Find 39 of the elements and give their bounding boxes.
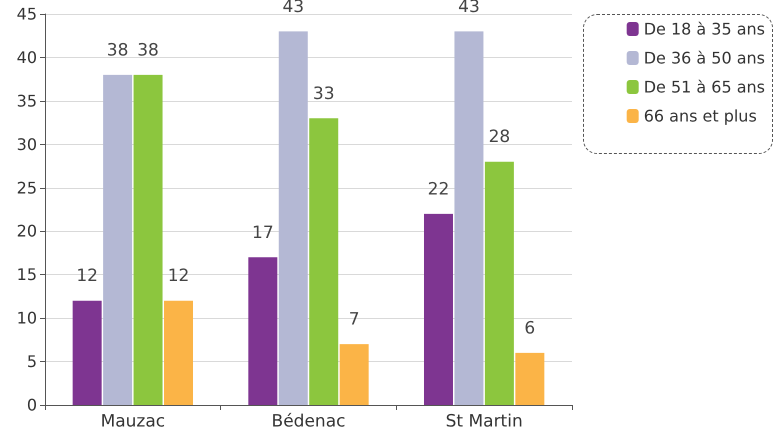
legend-label: De 18 à 35 ans xyxy=(644,20,765,38)
bar xyxy=(72,300,102,405)
data-label: 38 xyxy=(137,40,159,60)
data-label: 38 xyxy=(106,40,128,60)
data-label: 17 xyxy=(252,222,274,243)
bar xyxy=(424,214,453,405)
bar xyxy=(248,257,278,405)
bar xyxy=(484,162,514,405)
bar xyxy=(134,74,163,405)
bar xyxy=(278,31,308,405)
y-tick-label: 40 xyxy=(16,48,37,67)
y-tick-label: 0 xyxy=(26,396,37,414)
y-tick-label: 45 xyxy=(16,4,37,24)
x-tick-label: Mauzac xyxy=(100,412,166,432)
y-tick-label: 20 xyxy=(16,222,37,241)
data-label: 12 xyxy=(76,266,98,286)
x-tick-label: Bédenac xyxy=(272,412,346,432)
legend-label: De 36 à 50 ans xyxy=(644,48,765,68)
legend-label: 66 ans et plus xyxy=(644,106,757,126)
x-tick-label: St Martin xyxy=(446,412,523,432)
data-label: 22 xyxy=(428,179,450,200)
legend-label: De 51 à 65 ans xyxy=(644,78,765,96)
data-label: 33 xyxy=(312,84,335,104)
y-tick-label: 10 xyxy=(16,308,37,328)
y-tick-label: 35 xyxy=(16,91,37,110)
data-label: 6 xyxy=(524,318,536,338)
y-tick-label: 25 xyxy=(16,178,37,198)
bar xyxy=(164,300,194,405)
y-tick-label: 30 xyxy=(16,134,37,154)
bar xyxy=(103,74,132,405)
y-tick-label: 15 xyxy=(16,265,37,284)
data-label: 7 xyxy=(348,310,360,330)
bar xyxy=(515,352,544,405)
y-tick-label: 5 xyxy=(26,352,37,372)
bar xyxy=(309,118,338,405)
bar xyxy=(340,344,369,405)
data-label: 28 xyxy=(488,127,510,148)
bar xyxy=(454,31,484,405)
data-label: 12 xyxy=(168,266,190,286)
